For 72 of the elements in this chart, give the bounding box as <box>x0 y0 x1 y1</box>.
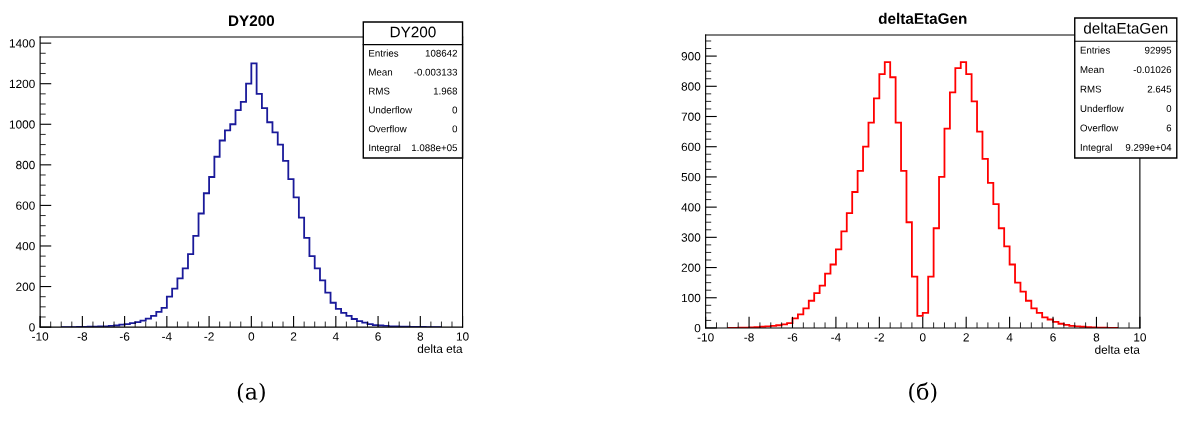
y-tick-label: 600 <box>681 142 701 152</box>
annotation: Mean <box>1080 66 1104 74</box>
annotation: 0 <box>452 125 458 133</box>
y-tick-label: 200 <box>681 263 701 272</box>
x-tick-label: 0 <box>919 333 926 342</box>
x-tick-label: -4 <box>831 333 841 342</box>
chart-title: DY200 <box>229 15 275 27</box>
y-tick-label: 0 <box>694 323 701 333</box>
annotation: Integral <box>369 144 401 154</box>
annotation: Underflow <box>369 106 413 114</box>
x-tick-label: 8 <box>1093 333 1100 342</box>
y-tick-label: 100 <box>681 293 701 303</box>
y-tick-label: 0 <box>29 323 35 332</box>
annotation: Overflow <box>368 125 407 133</box>
annotation: RMS <box>1080 85 1102 93</box>
y-tick-label: 700 <box>681 112 701 121</box>
y-tick-label: 800 <box>16 160 35 170</box>
y-tick-label: 900 <box>681 52 701 61</box>
x-tick-label: -10 <box>697 333 714 342</box>
annotation: Entries <box>1080 46 1110 54</box>
x-tick-label: -4 <box>162 332 172 341</box>
text: 6 <box>1166 124 1172 132</box>
y-tick-label: 1000 <box>9 120 35 129</box>
annotation: Entries <box>369 49 399 57</box>
y-tick-label: 400 <box>681 203 701 212</box>
annotation: 1.968 <box>433 87 458 95</box>
annotation: 0 <box>452 106 458 114</box>
y-tick-label: 300 <box>681 233 701 242</box>
y-tick-label: 500 <box>681 172 701 182</box>
x-tick-label: 6 <box>375 332 381 341</box>
x-tick-label: 10 <box>456 332 469 341</box>
text: 0 <box>1166 105 1172 112</box>
annotation: DY200 <box>390 26 436 38</box>
x-axis-title: delta eta <box>1095 345 1140 354</box>
annotation: Mean <box>369 68 393 76</box>
y-tick-label: 800 <box>681 82 701 91</box>
x-tick-label: 4 <box>1006 333 1013 342</box>
x-tick-label: 0 <box>248 332 255 341</box>
x-tick-label: -2 <box>874 333 884 342</box>
annotation: RMS <box>369 87 390 95</box>
x-tick-label: 10 <box>1134 333 1146 342</box>
x-tick-label: -6 <box>787 333 798 342</box>
annotation: Integral <box>1080 143 1112 153</box>
y-tick-label: 200 <box>16 282 35 291</box>
y-tick-label: 1400 <box>9 39 35 48</box>
y-tick-label: 400 <box>15 242 35 251</box>
x-tick-label: 2 <box>290 332 297 341</box>
annotation: 108642 <box>425 49 458 57</box>
x-tick-label: 8 <box>417 332 424 341</box>
annotation: Overflow <box>1080 124 1119 132</box>
text: (б) <box>909 382 937 403</box>
x-tick-label: -2 <box>204 332 214 341</box>
chart-title: deltaEtaGen <box>878 12 967 24</box>
text: 92995 <box>1145 46 1172 54</box>
x-axis-title: delta eta <box>417 344 463 354</box>
x-tick-label: 2 <box>963 333 969 342</box>
annotation: 1.088e+05 <box>412 144 458 152</box>
x-tick-label: -10 <box>32 332 49 341</box>
text: 2.645 <box>1147 85 1172 93</box>
x-tick-label: -8 <box>77 332 88 341</box>
x-tick-label: 4 <box>332 332 339 341</box>
x-tick-label: -6 <box>119 332 130 341</box>
annotation: -0.003133 <box>414 68 458 76</box>
annotation: -0.01026 <box>1133 66 1172 74</box>
text: (а) <box>237 382 265 403</box>
text: deltaEtaGen <box>1083 22 1168 34</box>
annotation: Underflow <box>1080 104 1124 112</box>
y-tick-label: 600 <box>16 201 35 210</box>
x-tick-label: -8 <box>744 333 754 342</box>
annotation: 9.299e+04 <box>1125 144 1172 151</box>
y-tick-label: 1200 <box>9 79 35 89</box>
x-tick-label: 6 <box>1050 333 1056 342</box>
